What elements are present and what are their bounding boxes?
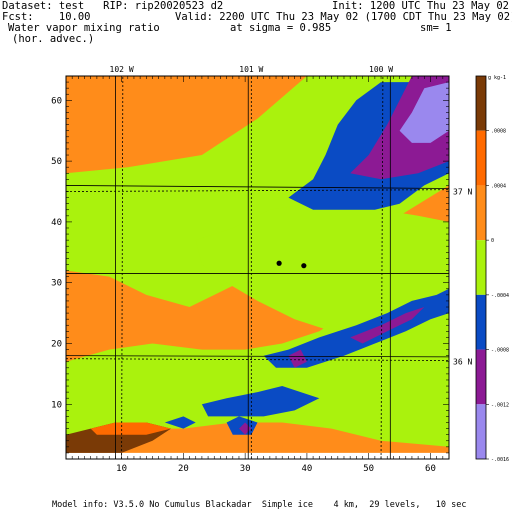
x-tick-label: 30 [240,464,251,474]
x-tick-label: 50 [363,464,374,474]
contour-region-10 [350,307,425,344]
valid-time-label: Valid: 2200 UTC Thu 23 May 02 (1700 CDT … [175,11,512,23]
station-marker [276,260,282,266]
x-tick-label: 20 [178,464,189,474]
colorbar-swatch [476,185,486,241]
contour-region-8 [164,416,196,429]
colorbar-tick-label: .0004 [491,183,506,189]
x-tick-label: 60 [425,464,436,474]
longitude-label: 101 W [239,65,263,74]
contour-region-6 [201,386,320,417]
station-marker [301,263,307,269]
colorbar-unit-label: g kg-1 [488,75,506,81]
x-tick-label: 10 [116,464,127,474]
boundary-line-south [65,355,450,358]
field-name-label: Water vapor mixing ratio [8,22,160,34]
y-tick-label: 60 [51,96,62,106]
y-tick-label: 20 [51,339,62,349]
colorbar-tick-label: -.0016 [491,457,509,463]
contour-region-13 [399,82,449,143]
latitude-label: 37 N [453,188,472,197]
y-tick-label: 40 [51,218,62,228]
colorbar-swatch [476,130,486,186]
boundary-line-north [65,185,450,189]
colorbar-tick-label: -.0004 [491,293,509,299]
y-tick-label: 30 [51,279,62,289]
forecast-hour-label: Fcst: 10.00 [2,11,91,23]
y-tick-label: 10 [51,400,62,410]
smoothing-label: sm= 1 [420,22,452,34]
colorbar-tick-label: .0008 [491,129,506,135]
colorbar-tick-label: 0 [491,238,494,244]
colorbar-swatch [476,404,486,459]
colorbar-tick-label: -.0008 [491,348,509,354]
contour-region-12 [239,422,252,435]
contour-region-5 [263,288,449,368]
contour-region-7 [226,416,258,435]
advection-label: (hor. advec.) [12,33,95,45]
init-time-label: Init: 1200 UTC Thu 23 May 02 [332,0,510,12]
colorbar-swatch [476,76,486,131]
longitude-label: 100 W [369,65,393,74]
longitude-label: 102 W [110,65,134,74]
sigma-level-label: at sigma = 0.985 [230,22,332,34]
contour-region-3 [195,203,449,332]
colorbar-tick-label: -.0012 [491,402,509,408]
x-tick-label: 40 [301,464,312,474]
dataset-label: Dataset: test RIP: rip20020523 d2 [2,0,224,12]
colorbar-swatch [476,294,486,350]
colorbar-swatch [476,349,486,405]
latitude-label: 36 N [453,358,472,367]
model-info-footer: Model info: V3.5.0 No Cumulus Blackadar … [52,500,467,510]
contour-region-11 [288,349,307,368]
contour-region-15 [90,422,171,435]
colorbar-swatch [476,240,486,295]
colorbar-frame [475,75,487,460]
y-tick-label: 50 [51,157,62,167]
